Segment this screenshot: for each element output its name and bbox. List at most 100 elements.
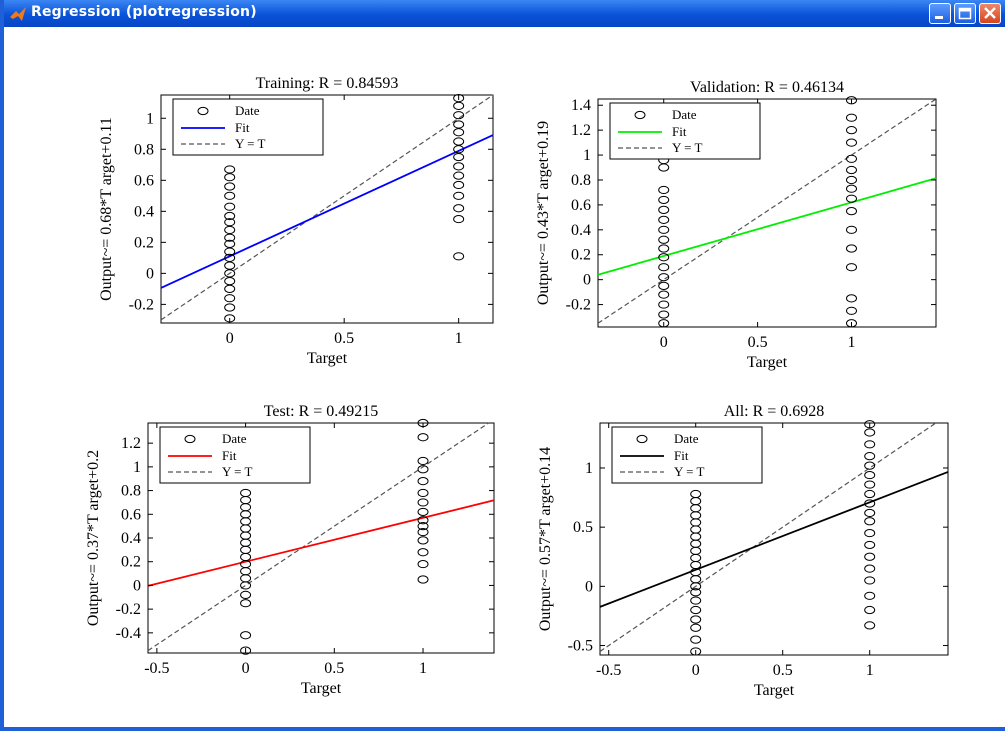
legend-marker-icon	[636, 434, 648, 444]
regression-plot-2: 0 0.5 1 -0.2 0 0.2 0.4 0.6 0.8 1 1.2 1.4 Validation:…	[535, 79, 937, 371]
data-point	[453, 152, 465, 162]
maximize-button[interactable]	[954, 3, 976, 24]
regression-plot-1: 0 0.5 1 -0.2 0 0.2 0.4 0.6 0.8 1 Training: R = 0.8…	[98, 75, 494, 367]
data-point	[846, 184, 857, 193]
fit-line	[147, 499, 495, 587]
data-point	[453, 162, 465, 171]
identity-line	[160, 94, 494, 321]
x-tick-label: 0	[660, 334, 668, 351]
data-point	[417, 575, 429, 584]
data-point	[658, 290, 670, 299]
y-tick-label: 0	[585, 578, 593, 595]
legend-box	[172, 98, 324, 156]
y-tick-label: 0.4	[121, 530, 141, 547]
data-point	[453, 214, 465, 224]
data-point	[224, 165, 236, 174]
y-tick-label: 1	[585, 460, 593, 477]
close-button[interactable]	[979, 3, 1001, 24]
data-point	[846, 207, 857, 216]
data-point	[224, 225, 236, 235]
minimize-button[interactable]	[929, 3, 951, 24]
identity-line	[599, 422, 937, 652]
x-tick-label: 0	[242, 660, 250, 677]
x-tick-label: 1	[866, 662, 874, 679]
data-point	[864, 428, 876, 437]
legend-label: Fit	[672, 124, 687, 139]
y-tick-label: 0.2	[121, 554, 141, 571]
data-point	[224, 233, 236, 242]
data-point	[417, 548, 429, 557]
data-point	[224, 182, 236, 191]
data-point	[864, 461, 876, 470]
data-point	[224, 247, 236, 256]
data-point	[690, 489, 702, 499]
data-point	[690, 635, 702, 644]
y-tick-label: 0.8	[571, 172, 591, 189]
legend-label: Date	[222, 431, 247, 446]
data-point	[453, 137, 465, 146]
data-point	[658, 300, 670, 309]
data-point	[417, 488, 429, 498]
data-point	[658, 253, 670, 262]
data-point	[846, 294, 857, 303]
data-point	[224, 173, 236, 182]
x-tick-label: -0.5	[596, 662, 621, 679]
data-point	[864, 605, 876, 615]
y-tick-label: -0.2	[116, 601, 141, 618]
data-point	[658, 310, 670, 319]
y-tick-label: -0.2	[566, 297, 591, 314]
data-point	[846, 126, 857, 135]
legend-label: Date	[674, 431, 699, 446]
x-tick-label: -0.5	[144, 660, 169, 677]
data-point	[240, 488, 252, 498]
data-point	[846, 175, 857, 185]
data-point	[224, 239, 236, 248]
data-point	[690, 605, 702, 615]
data-point	[417, 536, 429, 545]
data-point	[453, 128, 465, 137]
data-point	[224, 191, 236, 200]
legend-label: Fit	[235, 120, 250, 135]
data-point	[417, 507, 429, 517]
data-point	[224, 269, 236, 278]
data-point	[658, 244, 670, 253]
data-point	[224, 277, 236, 286]
matlab-icon	[10, 7, 26, 21]
regression-plot-3: -0.5 0 0.5 1 -0.4 -0.2 0 0.2 0.4 0.6 0.8 1 1.2 Test: …	[85, 403, 495, 697]
y-tick-label: 0	[583, 272, 591, 289]
figure-canvas: 0 0.5 1 -0.2 0 0.2 0.4 0.6 0.8 1 Training: R = 0.8…	[8, 27, 1005, 727]
y-tick-label: 1	[146, 110, 154, 127]
y-tick-label: 0.4	[571, 222, 591, 239]
x-axis-label: Target	[747, 354, 788, 371]
legend-marker-icon	[184, 434, 196, 444]
data-point	[453, 252, 465, 261]
data-point	[864, 470, 876, 480]
data-point	[240, 599, 252, 608]
minimize-icon	[935, 16, 943, 19]
y-tick-label: -0.2	[129, 296, 154, 313]
title-bar[interactable]: Regression (plotregression)	[4, 0, 1005, 27]
regression-plot-4: -0.5 0 0.5 1 -0.5 0 0.5 1 All: R = 0.6928 Target O…	[537, 403, 949, 699]
legend-label: Y = T	[235, 136, 266, 151]
data-point	[658, 215, 670, 224]
data-point	[240, 590, 252, 600]
data-point	[417, 476, 429, 486]
data-point	[453, 101, 465, 110]
legend-label: Y = T	[674, 464, 705, 479]
x-tick-label: 1	[848, 334, 856, 351]
fit-line	[160, 134, 494, 289]
x-axis-label: Target	[301, 680, 342, 697]
data-point	[864, 499, 876, 508]
x-tick-label: 0.5	[324, 660, 344, 677]
data-point	[453, 145, 465, 154]
plot-title: All: R = 0.6928	[724, 403, 825, 420]
y-tick-label: 1.2	[571, 122, 591, 139]
y-tick-label: 0	[133, 577, 141, 594]
data-point	[690, 623, 702, 632]
legend-label: Y = T	[672, 140, 703, 155]
y-tick-label: 0.5	[573, 519, 593, 536]
data-point	[864, 621, 876, 630]
y-tick-label: 0.6	[121, 506, 141, 523]
